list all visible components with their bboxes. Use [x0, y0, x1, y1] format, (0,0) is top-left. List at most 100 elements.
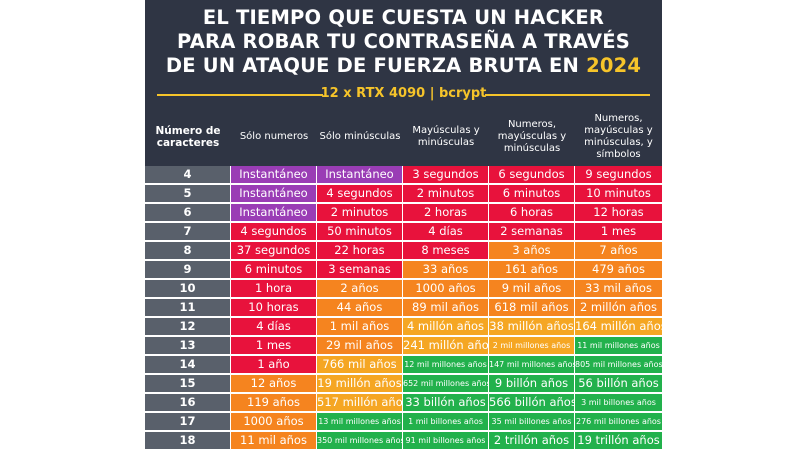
- table-row: 17 1000 años 13 mil millones años 1 mil bil…: [145, 413, 662, 430]
- table-cell: 9 billón años: [489, 375, 574, 392]
- table-cell: 1 mil billones años: [403, 413, 488, 430]
- divider-right: [485, 94, 650, 96]
- table-cell: 4 segundos: [231, 223, 316, 240]
- title-year: 2024: [586, 54, 642, 77]
- column-header-all: Numeros, mayúsculas y minúsculas, y símb…: [575, 108, 662, 166]
- table-cell: 1 año: [231, 356, 316, 373]
- table-cell: 3 semanas: [317, 261, 402, 278]
- table-row: 8 37 segundos 22 horas 8 meses 3 años 7 años: [145, 242, 662, 259]
- row-char-count: 15: [145, 375, 230, 392]
- table-cell: 1 mil años: [317, 318, 402, 335]
- table-cell: 8 meses: [403, 242, 488, 259]
- title-line-1: EL TIEMPO QUE CUESTA UN HACKER: [202, 6, 605, 29]
- divider-left: [157, 94, 323, 96]
- infographic: EL TIEMPO QUE CUESTA UN HACKER PARA ROBA…: [145, 0, 662, 453]
- table-cell: 2 millón años: [575, 299, 662, 316]
- table-cell: 1 hora: [231, 280, 316, 297]
- row-char-count: 9: [145, 261, 230, 278]
- table-cell: 6 horas: [489, 204, 574, 221]
- table-cell: 10 minutos: [575, 185, 662, 202]
- title-line-2: PARA ROBAR TU CONTRASEÑA A TRAVÉS: [177, 30, 630, 53]
- table-cell: 2 mil millones años: [489, 337, 574, 354]
- table-cell: 147 mil millones años: [489, 356, 574, 373]
- table-cell: 164 millón años: [575, 318, 662, 335]
- table-cell: 566 billón años: [489, 394, 574, 411]
- title-line-3: DE UN ATAQUE DE FUERZA BRUTA EN 2024: [145, 54, 662, 78]
- column-header-num-mixed: Numeros, mayúsculas y minúsculas: [489, 108, 575, 166]
- table-cell: 241 millón años: [403, 337, 488, 354]
- table-cell: 11 mil millones años: [575, 337, 662, 354]
- table-cell: 1 mes: [575, 223, 662, 240]
- row-char-count: 13: [145, 337, 230, 354]
- table-cell: 50 minutos: [317, 223, 402, 240]
- column-header-numbers: Sólo numeros: [231, 108, 317, 166]
- table-cell: 2 minutos: [317, 204, 402, 221]
- table-cell: 37 segundos: [231, 242, 316, 259]
- table-row: 12 4 días 1 mil años 4 millón años 38 millón…: [145, 318, 662, 335]
- title-line-3-text: DE UN ATAQUE DE FUERZA BRUTA EN: [165, 54, 580, 77]
- row-char-count: 18: [145, 432, 230, 449]
- table-cell: 4 segundos: [317, 185, 402, 202]
- table-cell: Instantáneo: [231, 204, 316, 221]
- table-cell: 6 minutos: [489, 185, 574, 202]
- column-header-chars: Número de caracteres: [145, 108, 231, 166]
- row-char-count: 4: [145, 166, 230, 183]
- table-row: 13 1 mes 29 mil años 241 millón años 2 mil m…: [145, 337, 662, 354]
- table-row: 18 11 mil años 350 mil millones años 91 mil…: [145, 432, 662, 449]
- table-row: 15 12 años 19 millón años 652 mil millones …: [145, 375, 662, 392]
- table-cell: 618 mil años: [489, 299, 574, 316]
- table-cell: 1000 años: [231, 413, 316, 430]
- row-char-count: 5: [145, 185, 230, 202]
- table-cell: 35 mil billones años: [489, 413, 574, 430]
- table-cell: 33 billón años: [403, 394, 488, 411]
- table-cell: 7 años: [575, 242, 662, 259]
- table-cell: 3 años: [489, 242, 574, 259]
- table-cell: 652 mil millones años: [403, 375, 488, 392]
- table-cell: 517 millón años: [317, 394, 402, 411]
- table-row: 11 10 horas 44 años 89 mil años 618 mil años…: [145, 299, 662, 316]
- table-cell: 119 años: [231, 394, 316, 411]
- table-cell: 4 días: [231, 318, 316, 335]
- table-cell: 9 mil años: [489, 280, 574, 297]
- table-cell: Instantáneo: [317, 166, 402, 183]
- table-cell: 3 mil billones años: [575, 394, 662, 411]
- row-char-count: 12: [145, 318, 230, 335]
- table-cell: 805 mil millones años: [575, 356, 662, 373]
- table-cell: 2 semanas: [489, 223, 574, 240]
- table-cell: 29 mil años: [317, 337, 402, 354]
- table-cell: 44 años: [317, 299, 402, 316]
- table-row: 16 119 años 517 millón años 33 billón años 5…: [145, 394, 662, 411]
- table-cell: 56 billón años: [575, 375, 662, 392]
- table-cell: 2 años: [317, 280, 402, 297]
- row-char-count: 6: [145, 204, 230, 221]
- header: EL TIEMPO QUE CUESTA UN HACKER PARA ROBA…: [145, 0, 662, 108]
- table-cell: Instantáneo: [231, 166, 316, 183]
- table-row: 6 Instantáneo 2 minutos 2 horas 6 horas 12 ho…: [145, 204, 662, 221]
- table-cell: 276 mil billones años: [575, 413, 662, 430]
- row-char-count: 17: [145, 413, 230, 430]
- table-cell: 22 horas: [317, 242, 402, 259]
- table-row: 14 1 año 766 mil años 12 mil millones años 1…: [145, 356, 662, 373]
- column-header-lowercase: Sólo minúsculas: [317, 108, 403, 166]
- table-cell: 6 minutos: [231, 261, 316, 278]
- table-cell: 2 horas: [403, 204, 488, 221]
- table-cell: 3 segundos: [403, 166, 488, 183]
- table-cell: 13 mil millones años: [317, 413, 402, 430]
- table-cell: 11 mil años: [231, 432, 316, 449]
- table-cell: 91 mil billones años: [403, 432, 488, 449]
- table-cell: 33 años: [403, 261, 488, 278]
- table-cell: 12 horas: [575, 204, 662, 221]
- table-cell: 38 millón años: [489, 318, 574, 335]
- table-cell: 479 años: [575, 261, 662, 278]
- row-char-count: 14: [145, 356, 230, 373]
- table-row: 10 1 hora 2 años 1000 años 9 mil años 33 mil …: [145, 280, 662, 297]
- table-cell: 766 mil años: [317, 356, 402, 373]
- column-header-mixedcase: Mayúsculas y minúsculas: [403, 108, 489, 166]
- table-cell: 19 millón años: [317, 375, 402, 392]
- table-cell: Instantáneo: [231, 185, 316, 202]
- row-char-count: 16: [145, 394, 230, 411]
- table-cell: 12 años: [231, 375, 316, 392]
- table-cell: 9 segundos: [575, 166, 662, 183]
- row-char-count: 8: [145, 242, 230, 259]
